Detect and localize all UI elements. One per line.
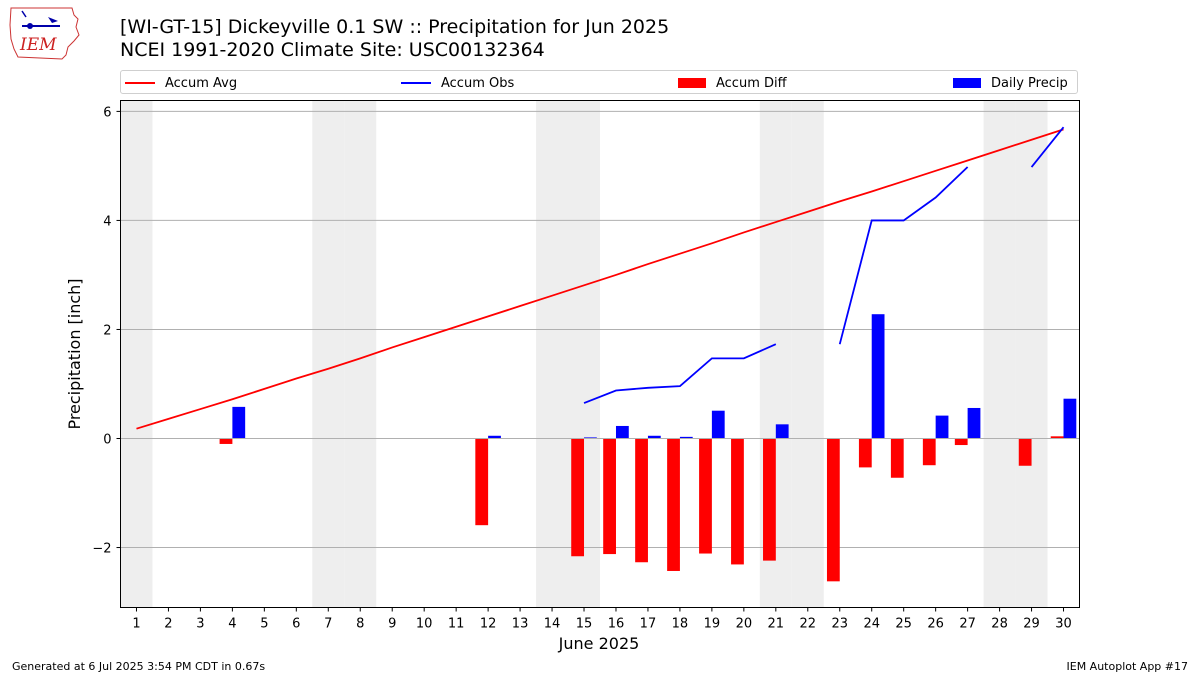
x-tick-label: 22	[800, 617, 817, 632]
weekend-shade-day-22	[791, 100, 824, 608]
legend-label-accum-obs: Accum Obs	[441, 75, 515, 91]
x-tick-label: 24	[863, 617, 880, 632]
x-tick-label: 20	[736, 617, 753, 632]
bars	[120, 314, 1080, 582]
line-accum-obs	[838, 166, 969, 345]
y-tick-label: 6	[103, 105, 111, 120]
weekend-shade-day-1	[120, 100, 153, 608]
legend-item-daily-precip: Daily Precip	[953, 74, 1068, 92]
bar-accum-diff-day-19	[699, 438, 712, 554]
x-tick-label: 8	[356, 617, 364, 632]
legend-swatch-daily-precip	[953, 78, 981, 88]
chart-subtitle: NCEI 1991-2020 Climate Site: USC00132364	[120, 39, 545, 61]
bar-daily-precip-day-17	[647, 435, 661, 439]
x-tick-label: 14	[544, 617, 561, 632]
bar-accum-diff-day-12	[475, 438, 489, 526]
legend-label-daily-precip: Daily Precip	[991, 75, 1068, 91]
bar-accum-diff-day-24	[858, 438, 872, 468]
x-tick-label: 21	[768, 617, 785, 632]
x-tick-label: 11	[448, 617, 465, 632]
x-tick-label: 9	[388, 617, 396, 632]
weekend-shade-day-28	[983, 100, 1016, 608]
bar-accum-diff-day-16	[603, 438, 616, 555]
y-axis-label: Precipitation [inch]	[65, 278, 84, 429]
legend: Accum Avg Accum Obs Accum Diff Daily Pre…	[120, 70, 1078, 94]
line-accum-avg	[136, 128, 1064, 430]
bar-accum-diff-day-17	[635, 438, 648, 563]
bar-accum-diff-day-27	[954, 438, 968, 446]
weekend-shade-day-29	[1015, 100, 1048, 608]
bar-accum-diff-day-4	[219, 438, 233, 444]
legend-swatch-accum-diff	[678, 78, 706, 88]
x-tick-label: 27	[959, 617, 976, 632]
x-tick-label: 6	[292, 617, 300, 632]
plot-frame	[120, 100, 1080, 608]
bar-daily-precip-day-12	[488, 435, 501, 439]
x-tick-label: 3	[196, 617, 204, 632]
x-tick-label: 30	[1055, 617, 1072, 632]
x-tick-label: 28	[991, 617, 1008, 632]
bar-daily-precip-day-30	[1063, 398, 1077, 439]
x-tick-label: 29	[1023, 617, 1040, 632]
line-accum-obs	[583, 343, 777, 404]
bar-daily-precip-day-27	[967, 407, 981, 439]
x-axis-label: June 2025	[558, 634, 640, 653]
x-tick-label: 7	[324, 617, 332, 632]
x-tick-label: 2	[164, 617, 172, 632]
bar-accum-diff-day-20	[731, 438, 744, 565]
bar-accum-diff-day-18	[667, 438, 680, 571]
bar-accum-diff-day-25	[890, 438, 904, 478]
x-tick-label: 1	[132, 617, 140, 632]
bar-accum-diff-day-21	[763, 438, 776, 561]
footer-generated-text: Generated at 6 Jul 2025 3:54 PM CDT in 0…	[12, 660, 266, 673]
x-tick-label: 19	[704, 617, 721, 632]
bar-daily-precip-day-18	[679, 436, 693, 439]
legend-item-accum-diff: Accum Diff	[678, 74, 787, 92]
legend-swatch-accum-avg	[125, 82, 155, 84]
legend-swatch-accum-obs	[401, 82, 431, 84]
x-tick-label: 23	[831, 617, 848, 632]
x-tick-label: 12	[480, 617, 497, 632]
weekend-shade-day-14	[536, 100, 569, 608]
bar-accum-diff-day-26	[922, 438, 936, 466]
x-tick-label: 26	[927, 617, 944, 632]
weekend-shade-day-7	[312, 100, 345, 608]
bar-daily-precip-day-4	[232, 406, 246, 439]
legend-item-accum-avg: Accum Avg	[125, 74, 237, 92]
legend-label-accum-diff: Accum Diff	[716, 75, 787, 91]
y-tick-label: 2	[103, 323, 111, 338]
x-tick-label: 25	[895, 617, 912, 632]
bar-daily-precip-day-21	[775, 424, 789, 439]
x-tick-label: 16	[608, 617, 625, 632]
bar-accum-diff-day-30	[1050, 436, 1064, 439]
bar-accum-diff-day-23	[826, 438, 840, 582]
x-tick-label: 17	[640, 617, 657, 632]
bar-accum-diff-day-29	[1018, 438, 1032, 466]
x-tick-label: 15	[576, 617, 593, 632]
x-tick-label: 4	[228, 617, 236, 632]
bar-daily-precip-day-26	[935, 415, 949, 439]
logo-text: IEM	[19, 35, 57, 55]
bar-daily-precip-day-19	[711, 410, 725, 439]
legend-label-accum-avg: Accum Avg	[165, 75, 238, 91]
footer-app-text: IEM Autoplot App #17	[1066, 660, 1189, 673]
bar-accum-diff-day-15	[571, 438, 585, 557]
chart-title: [WI-GT-15] Dickeyville 0.1 SW :: Precipi…	[120, 16, 670, 38]
y-tick-label: 4	[103, 214, 111, 229]
y-tick-label: −2	[92, 542, 111, 557]
x-tick-label: 10	[416, 617, 433, 632]
legend-item-accum-obs: Accum Obs	[401, 74, 514, 92]
y-tick-label: 0	[103, 433, 111, 448]
bar-daily-precip-day-15	[584, 437, 597, 439]
x-tick-label: 5	[260, 617, 268, 632]
x-tick-label: 18	[672, 617, 689, 632]
bar-daily-precip-day-24	[871, 314, 885, 439]
line-accum-obs	[1030, 126, 1065, 168]
lines	[136, 126, 1065, 430]
iem-logo: IEM	[8, 5, 80, 60]
bar-daily-precip-day-16	[615, 425, 629, 439]
x-tick-label: 13	[512, 617, 529, 632]
